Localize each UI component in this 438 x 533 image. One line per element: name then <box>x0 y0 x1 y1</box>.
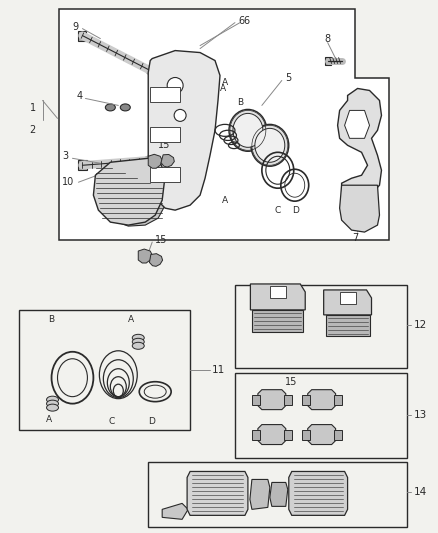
Polygon shape <box>106 162 168 226</box>
Polygon shape <box>148 51 220 210</box>
Polygon shape <box>59 9 389 240</box>
Text: 9: 9 <box>72 22 78 31</box>
Ellipse shape <box>46 404 59 411</box>
Text: 6: 6 <box>243 15 249 26</box>
Polygon shape <box>251 284 305 310</box>
Polygon shape <box>289 472 348 515</box>
Ellipse shape <box>132 334 144 341</box>
Text: A: A <box>46 415 52 424</box>
Bar <box>302 430 310 440</box>
Bar <box>284 430 292 440</box>
Polygon shape <box>324 290 371 315</box>
Polygon shape <box>138 249 152 263</box>
Ellipse shape <box>251 124 289 166</box>
Polygon shape <box>258 390 286 410</box>
Text: 15: 15 <box>155 235 168 245</box>
Ellipse shape <box>132 342 144 349</box>
Text: C: C <box>275 206 281 215</box>
Polygon shape <box>250 480 270 510</box>
Text: A: A <box>220 84 226 93</box>
Polygon shape <box>161 155 174 167</box>
Polygon shape <box>78 30 86 41</box>
Text: 6: 6 <box>238 15 244 26</box>
Text: B: B <box>49 316 55 325</box>
Text: A: A <box>128 316 134 325</box>
Text: 12: 12 <box>413 320 427 330</box>
Ellipse shape <box>46 396 59 403</box>
Ellipse shape <box>120 104 130 111</box>
Text: A: A <box>222 196 228 205</box>
Ellipse shape <box>229 109 267 151</box>
Polygon shape <box>258 425 286 445</box>
Text: 2: 2 <box>29 125 35 135</box>
Bar <box>252 394 260 405</box>
Polygon shape <box>308 390 336 410</box>
Text: A: A <box>222 78 228 87</box>
Bar <box>325 56 331 64</box>
Text: C: C <box>108 417 115 426</box>
Ellipse shape <box>233 114 263 147</box>
Bar <box>150 87 180 102</box>
Text: 1: 1 <box>29 103 35 114</box>
Polygon shape <box>270 482 288 506</box>
Bar <box>150 127 180 142</box>
Bar <box>150 167 180 182</box>
Bar <box>252 310 303 332</box>
Text: 14: 14 <box>413 487 427 497</box>
Text: 13: 13 <box>413 410 427 419</box>
Polygon shape <box>338 88 381 205</box>
Text: 4: 4 <box>76 92 82 101</box>
Circle shape <box>144 156 152 164</box>
Polygon shape <box>148 154 162 168</box>
Ellipse shape <box>46 400 59 407</box>
Polygon shape <box>162 503 188 519</box>
Polygon shape <box>345 110 370 139</box>
Ellipse shape <box>132 338 144 345</box>
Text: 3: 3 <box>62 151 68 161</box>
Bar <box>334 430 342 440</box>
Text: 10: 10 <box>62 177 74 187</box>
Text: 15: 15 <box>158 140 170 150</box>
Text: D: D <box>148 417 155 426</box>
Bar <box>252 430 260 440</box>
Bar <box>334 394 342 405</box>
Text: 11: 11 <box>212 365 225 375</box>
Bar <box>339 292 356 304</box>
Text: 8: 8 <box>325 34 331 44</box>
Circle shape <box>167 77 183 93</box>
Text: 5: 5 <box>285 74 291 84</box>
Circle shape <box>174 109 186 122</box>
Ellipse shape <box>106 104 115 111</box>
Text: D: D <box>292 206 299 215</box>
Text: 15: 15 <box>285 377 297 387</box>
Polygon shape <box>93 158 165 225</box>
Text: 7: 7 <box>353 233 359 243</box>
Polygon shape <box>78 160 88 170</box>
Text: B: B <box>237 98 243 107</box>
Polygon shape <box>149 254 162 266</box>
Bar <box>326 315 370 336</box>
Polygon shape <box>187 472 248 515</box>
Ellipse shape <box>255 128 285 162</box>
Circle shape <box>146 67 154 75</box>
Polygon shape <box>308 425 336 445</box>
Bar <box>284 394 292 405</box>
Bar <box>302 394 310 405</box>
Bar <box>270 286 286 298</box>
Polygon shape <box>339 185 379 232</box>
